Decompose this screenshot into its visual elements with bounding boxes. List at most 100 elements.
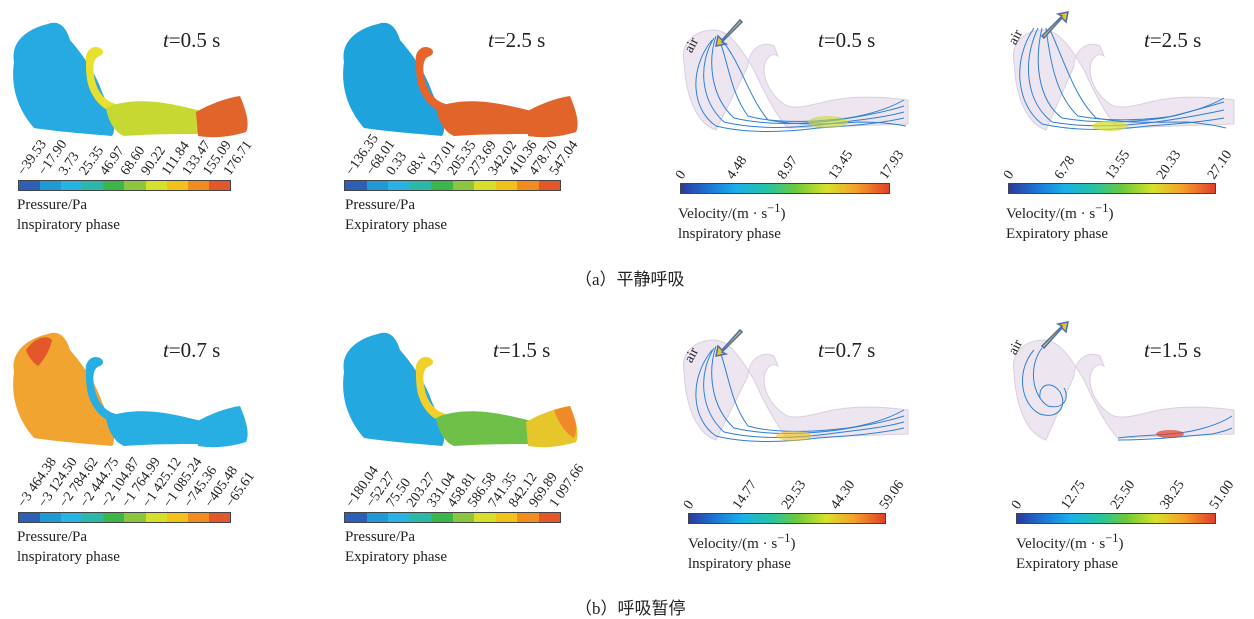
time-label: t=0.5 s <box>818 28 875 53</box>
colorbar-segment <box>517 181 539 190</box>
phase-label: lnspiratory phase <box>688 556 791 572</box>
model-pharynx <box>106 101 206 136</box>
colorbar-segment <box>366 181 388 190</box>
quantity-label: Velocity/(m · s <box>1016 536 1106 552</box>
colorbar-tick-label: 0 <box>673 168 689 182</box>
model-head <box>13 22 115 136</box>
quantity-label: Pressure/Pa <box>17 529 87 545</box>
model-soft-palate <box>85 356 116 422</box>
colorbar-tick-label: 4.48 <box>724 154 750 183</box>
colorbar-segment <box>103 181 125 190</box>
panel-a-3: air t=0.5 s 0 4.48 8.97 13.45 17.93 Velocity… <box>668 0 968 270</box>
time-var: t <box>818 338 824 362</box>
time-var: t <box>163 338 169 362</box>
unit-close: ) <box>1118 536 1124 552</box>
phase-label: lnspiratory phase <box>17 549 120 565</box>
quantity-label: Velocity/(m · s <box>688 536 778 552</box>
model-outline <box>1012 339 1235 441</box>
model-head <box>343 332 445 446</box>
time-label: t=1.5 s <box>493 338 550 363</box>
colorbar-tick-label: 59.06 <box>877 478 907 512</box>
model-pharynx <box>106 411 206 446</box>
colorbar-segment <box>187 513 209 522</box>
colorbar-tick-label: 12.75 <box>1058 478 1088 512</box>
time-var: t <box>163 28 169 52</box>
time-value: =2.5 s <box>1149 28 1202 52</box>
unit-exponent: −1 <box>1105 531 1119 545</box>
velocity-colorbar <box>688 513 886 524</box>
colorbar-ticks: 0 12.75 25.50 38.25 51.00 <box>1009 478 1237 512</box>
panel-a-1: t=0.5 s −39.53 −17.90 3.73 25.35 46.97 68.60 9… <box>0 0 300 270</box>
colorbar-ticks: −180.04−52.2775.50203.27331.04458.81586.… <box>343 462 587 511</box>
colorbar-segment <box>103 513 125 522</box>
time-value: =0.5 s <box>823 28 876 52</box>
colorbar-caption: Velocity/(m · s−1) Expiratory phase <box>1016 528 1123 574</box>
phase-label: lnspiratory phase <box>678 226 781 242</box>
model-trachea <box>196 96 248 138</box>
panel-a-4: air t=2.5 s 0 6.78 13.55 20.33 27.10 Velocit… <box>998 0 1254 270</box>
colorbar-segment <box>82 181 104 190</box>
jet-region <box>1156 430 1184 438</box>
colorbar-segment <box>345 181 367 190</box>
unit-close: ) <box>1108 206 1114 222</box>
figure-caption: （b）呼吸暂停 <box>575 599 686 618</box>
model-outline <box>682 29 909 131</box>
colorbar-segment <box>208 513 230 522</box>
model-trachea <box>196 406 248 448</box>
velocity-colorbar <box>1008 183 1216 194</box>
phase-label: Expiratory phase <box>1006 226 1109 242</box>
colorbar-segment <box>145 513 167 522</box>
streamline-model <box>1012 339 1235 441</box>
jet-region <box>1092 121 1128 131</box>
time-var: t <box>1144 28 1150 52</box>
jet-region <box>776 431 812 441</box>
jet-region <box>808 116 848 128</box>
unit-close: ) <box>780 206 786 222</box>
colorbar-segment <box>187 181 209 190</box>
colorbar-ticks: −136.35−68.010.3368.v137.01205.35273.693… <box>343 132 581 179</box>
colorbar-tick-label: 27.10 <box>1205 148 1235 182</box>
pressure-colorbar <box>18 512 231 523</box>
model-soft-palate <box>85 46 116 113</box>
time-var: t <box>818 28 824 52</box>
pressure-colorbar <box>18 180 231 191</box>
colorbar-tick-label: 44.30 <box>828 478 858 512</box>
pressure-colorbar <box>344 180 561 191</box>
colorbar-tick-label: 8.97 <box>775 154 801 183</box>
colorbar-tick-label: 0 <box>1009 498 1025 512</box>
time-value: =0.7 s <box>823 338 876 362</box>
model-trachea <box>526 96 578 138</box>
colorbar-segment <box>124 181 146 190</box>
colorbar-segment <box>145 181 167 190</box>
model-soft-palate <box>415 356 446 422</box>
unit-exponent: −1 <box>767 201 781 215</box>
model-trachea-end <box>554 406 577 438</box>
colorbar-caption: Pressure/Pa lnspiratory phase <box>17 195 120 235</box>
colorbar-segment <box>40 513 62 522</box>
model-outline <box>1012 29 1235 131</box>
airway-pressure-model <box>343 332 578 448</box>
quantity-label: Pressure/Pa <box>17 197 87 213</box>
streamline-model <box>682 339 909 442</box>
colorbar-tick-label: 0 <box>681 498 697 512</box>
colorbar-segment <box>388 513 410 522</box>
streamline-model <box>682 29 909 132</box>
streamlines <box>695 35 907 132</box>
velocity-colorbar <box>680 183 890 194</box>
panel-b-4: air t=1.5 s 0 12.75 25.50 38.25 51.00 Veloci… <box>998 310 1254 580</box>
quantity-label: Velocity/(m · s <box>678 206 768 222</box>
figure-caption: （a）平静呼吸 <box>575 270 685 289</box>
colorbar-caption: Velocity/(m · s−1) lnspiratory phase <box>678 198 785 244</box>
model-nose-tip <box>26 337 52 366</box>
colorbar-tick-label: 25.50 <box>1108 478 1138 512</box>
air-arrow-icon <box>715 18 744 47</box>
colorbar-segment <box>452 513 474 522</box>
phase-label: Expiratory phase <box>345 549 448 565</box>
phase-label: Expiratory phase <box>345 217 448 233</box>
colorbar-segment <box>495 181 517 190</box>
time-value: =2.5 s <box>493 28 546 52</box>
colorbar-segment <box>474 513 496 522</box>
colorbar-segment <box>208 181 230 190</box>
model-pharynx <box>436 101 536 136</box>
airway-pressure-model <box>13 332 248 448</box>
